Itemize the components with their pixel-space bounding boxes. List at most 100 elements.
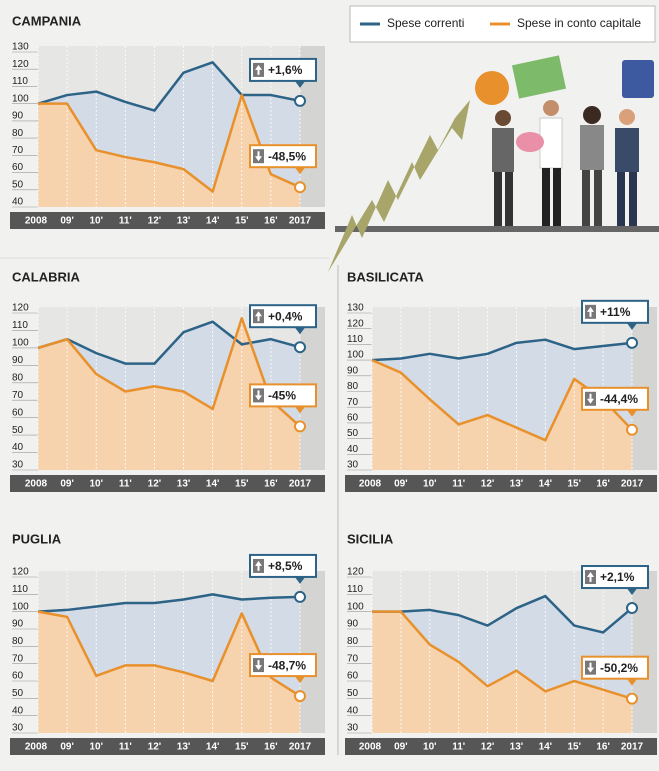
y-tick-label: 40	[12, 442, 24, 453]
series-line	[371, 338, 633, 362]
callout-arrow	[587, 572, 594, 583]
x-tick-label: 11'	[119, 479, 132, 490]
y-tick-label: 100	[12, 93, 29, 104]
callout-label: +11%	[600, 305, 631, 319]
x-tick-label: 15'	[567, 479, 581, 490]
x-tick-label: 15'	[235, 479, 249, 490]
callout-box	[581, 299, 649, 324]
x-tick-label: 2008	[359, 742, 382, 753]
callout-arrow	[255, 311, 262, 322]
y-tick-label: 80	[347, 636, 359, 647]
y-tick-label: 120	[12, 567, 29, 578]
end-marker	[294, 94, 306, 107]
callout-arrow	[587, 306, 594, 317]
chart-panel: BASILICATA 30 40 50 60 70 80 90 100 110 120 130 2008…	[345, 269, 657, 492]
legend-label: Spese in conto capitale	[517, 16, 641, 30]
x-tick-label: 2008	[359, 479, 382, 490]
x-tick-label: 10'	[89, 742, 103, 753]
x-tick-label: 16'	[264, 742, 278, 753]
x-tick-label: 14'	[206, 742, 220, 753]
callout-box	[249, 383, 317, 408]
chart-panel: CAMPANIA 40 50 60 70 80 90 100 110 120 130 2008 09' 1…	[10, 13, 325, 229]
series-line	[37, 610, 301, 698]
area-fill	[38, 611, 300, 733]
x-tick-label: 16'	[264, 479, 278, 490]
callout-box	[249, 304, 317, 329]
y-tick-label: 90	[12, 355, 24, 366]
chart-title: BASILICATA	[347, 269, 424, 284]
x-tick-label: 11'	[119, 742, 132, 753]
end-marker	[294, 690, 306, 703]
end-marker	[294, 181, 306, 194]
callout-label: +0,4%	[268, 309, 303, 323]
end-marker	[626, 692, 638, 705]
x-axis-band	[345, 475, 657, 492]
y-tick-label: 70	[347, 653, 359, 664]
y-tick-label: 70	[12, 653, 24, 664]
x-tick-label: 09'	[394, 742, 408, 753]
y-tick-label: 50	[12, 688, 24, 699]
end-marker	[626, 336, 638, 349]
y-tick-label: 60	[12, 162, 24, 173]
y-tick-label: 70	[12, 390, 24, 401]
callout-arrow	[255, 64, 262, 75]
x-axis-band	[10, 475, 325, 492]
y-tick-label: 60	[347, 413, 359, 424]
y-tick-label: 50	[12, 425, 24, 436]
y-tick-label: 130	[12, 42, 29, 53]
chart-title: CALABRIA	[12, 269, 80, 284]
legend: Spese correnti Spese in conto capitale	[349, 5, 656, 43]
y-tick-label: 100	[12, 338, 29, 349]
y-tick-label: 50	[347, 688, 359, 699]
y-tick-label: 80	[347, 381, 359, 392]
callout-box	[249, 57, 317, 82]
callout-label: -50,2%	[600, 661, 638, 675]
end-marker	[294, 420, 306, 433]
chart-panel: SICILIA 30 40 50 60 70 80 90 100 110 120 2008 09' 10'…	[345, 531, 657, 755]
area-fill	[372, 360, 632, 470]
callout-label: -44,4%	[600, 392, 638, 406]
x-tick-label: 2017	[621, 479, 644, 490]
x-tick-label: 14'	[539, 742, 553, 753]
y-tick-label: 70	[12, 145, 24, 156]
y-tick-label: 40	[12, 197, 24, 208]
y-tick-label: 80	[12, 372, 24, 383]
callout-label: -45%	[268, 389, 296, 403]
y-tick-label: 50	[347, 428, 359, 439]
x-tick-label: 09'	[60, 742, 74, 753]
callout-box	[581, 655, 649, 680]
illustration	[328, 55, 659, 272]
series-line	[372, 610, 633, 700]
x-tick-label: 12'	[481, 479, 495, 490]
x-tick-label: 15'	[235, 742, 249, 753]
y-tick-label: 110	[347, 584, 363, 595]
x-tick-label: 10'	[423, 742, 437, 753]
y-tick-label: 60	[12, 671, 24, 682]
y-tick-label: 120	[12, 303, 29, 314]
y-tick-label: 110	[12, 584, 28, 595]
y-tick-label: 110	[12, 320, 28, 331]
x-tick-label: 2008	[25, 742, 48, 753]
series-line	[372, 594, 633, 634]
chart-panel: CALABRIA 30 40 50 60 70 80 90 100 110 120 2008 09' 10…	[10, 269, 325, 492]
series-line	[37, 593, 301, 613]
x-tick-label: 09'	[60, 479, 74, 490]
y-tick-label: 30	[347, 460, 359, 471]
callout-box	[581, 386, 649, 411]
y-tick-label: 80	[12, 128, 24, 139]
callout-label: +1,6%	[268, 63, 303, 77]
callout-arrow	[587, 393, 594, 404]
x-tick-label: 2008	[25, 479, 48, 490]
x-tick-label: 2017	[289, 479, 312, 490]
x-tick-label: 16'	[264, 216, 278, 227]
x-tick-label: 2017	[289, 742, 312, 753]
y-tick-label: 90	[347, 365, 359, 376]
x-tick-label: 13'	[510, 742, 524, 753]
callout-label: -48,5%	[268, 149, 306, 163]
end-marker	[626, 423, 638, 436]
x-tick-label: 14'	[539, 479, 553, 490]
series-line	[38, 93, 301, 193]
y-tick-label: 130	[347, 303, 364, 314]
y-tick-label: 100	[347, 601, 364, 612]
y-tick-label: 80	[12, 636, 24, 647]
